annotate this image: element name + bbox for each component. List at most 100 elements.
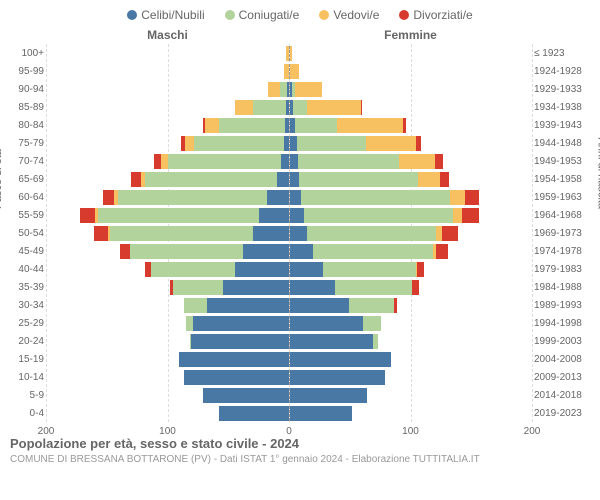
bar-male: [50, 190, 290, 205]
birth-label: 1939-1943: [528, 120, 596, 131]
seg-celibi: [179, 352, 289, 367]
header-maschi: Maschi: [46, 28, 289, 42]
seg-coniugati: [363, 316, 381, 331]
bar-female: [290, 244, 529, 259]
age-label: 65-69: [4, 174, 50, 185]
seg-coniugati: [298, 154, 399, 169]
seg-coniugati: [194, 136, 283, 151]
bar-female: [290, 334, 529, 349]
seg-celibi: [281, 154, 288, 169]
seg-vedovi: [268, 82, 280, 97]
bar-female: [290, 46, 529, 61]
bar-female: [290, 190, 529, 205]
seg-vedovi: [453, 208, 463, 223]
seg-coniugati: [118, 190, 267, 205]
seg-coniugati: [304, 208, 453, 223]
birth-label: ≤ 1923: [528, 48, 596, 59]
age-label: 35-39: [4, 282, 50, 293]
bar-female: [290, 82, 529, 97]
age-row: 0-4 2019-2023: [4, 404, 596, 422]
bar-male: [50, 334, 290, 349]
legend-swatch: [225, 10, 235, 20]
seg-celibi: [290, 154, 298, 169]
age-label: 10-14: [4, 372, 50, 383]
bar-female: [290, 262, 529, 277]
birth-label: 1994-1998: [528, 318, 596, 329]
age-label: 75-79: [4, 138, 50, 149]
seg-divorziati: [416, 136, 421, 151]
bar-male: [50, 244, 290, 259]
birth-label: 1924-1928: [528, 66, 596, 77]
seg-celibi: [259, 208, 289, 223]
bar-male: [50, 352, 290, 367]
birth-label: 1954-1958: [528, 174, 596, 185]
seg-divorziati: [462, 208, 479, 223]
legend-item: Coniugati/e: [225, 8, 300, 22]
pyramid-chart: Fasce di età Anni di nascita 100+ ≤ 1923…: [0, 44, 600, 422]
bar-male: [50, 316, 290, 331]
x-tick: 100: [159, 426, 176, 437]
seg-vedovi: [418, 172, 439, 187]
birth-label: 2004-2008: [528, 354, 596, 365]
age-label: 40-44: [4, 264, 50, 275]
seg-divorziati: [131, 172, 141, 187]
seg-coniugati: [184, 298, 208, 313]
seg-vedovi: [185, 136, 195, 151]
age-label: 55-59: [4, 210, 50, 221]
age-row: 85-89 1934-1938: [4, 98, 596, 116]
bar-male: [50, 388, 290, 403]
seg-celibi: [243, 244, 288, 259]
seg-celibi: [184, 370, 289, 385]
age-row: 40-44 1979-1983: [4, 260, 596, 278]
seg-coniugati: [301, 190, 450, 205]
bar-male: [50, 406, 290, 421]
bar-female: [290, 388, 529, 403]
seg-divorziati: [94, 226, 108, 241]
birth-label: 1949-1953: [528, 156, 596, 167]
x-tick: 200: [524, 426, 541, 437]
bar-male: [50, 262, 290, 277]
seg-coniugati: [130, 244, 243, 259]
birth-label: 1989-1993: [528, 300, 596, 311]
bar-male: [50, 136, 290, 151]
legend-label: Vedovi/e: [333, 8, 379, 22]
seg-celibi: [207, 298, 288, 313]
seg-celibi: [290, 190, 302, 205]
seg-vedovi: [450, 190, 464, 205]
seg-vedovi: [290, 64, 300, 79]
age-label: 70-74: [4, 156, 50, 167]
age-row: 30-34 1989-1993: [4, 296, 596, 314]
legend-item: Divorziati/e: [399, 8, 472, 22]
age-row: 20-24 1999-2003: [4, 332, 596, 350]
legend-label: Divorziati/e: [413, 8, 472, 22]
age-row: 25-29 1994-1998: [4, 314, 596, 332]
age-row: 35-39 1984-1988: [4, 278, 596, 296]
header-femmine: Femmine: [289, 28, 532, 42]
seg-celibi: [284, 136, 289, 151]
birth-label: 1944-1948: [528, 138, 596, 149]
birth-label: 1984-1988: [528, 282, 596, 293]
age-row: 50-54 1969-1973: [4, 224, 596, 242]
age-label: 0-4: [4, 408, 50, 419]
age-row: 80-84 1939-1943: [4, 116, 596, 134]
age-label: 30-34: [4, 300, 50, 311]
bar-female: [290, 64, 529, 79]
seg-divorziati: [412, 280, 419, 295]
seg-celibi: [219, 406, 288, 421]
seg-coniugati: [110, 226, 253, 241]
seg-divorziati: [394, 298, 396, 313]
seg-coniugati: [253, 100, 286, 115]
legend-label: Celibi/Nubili: [141, 8, 204, 22]
bar-female: [290, 100, 529, 115]
seg-celibi: [286, 100, 288, 115]
age-row: 5-9 2014-2018: [4, 386, 596, 404]
age-label: 90-94: [4, 84, 50, 95]
age-label: 85-89: [4, 102, 50, 113]
age-row: 15-19 2004-2008: [4, 350, 596, 368]
birth-label: 1964-1968: [528, 210, 596, 221]
birth-label: 1979-1983: [528, 264, 596, 275]
seg-divorziati: [435, 154, 443, 169]
seg-celibi: [290, 388, 368, 403]
seg-divorziati: [465, 190, 479, 205]
seg-coniugati: [299, 172, 418, 187]
